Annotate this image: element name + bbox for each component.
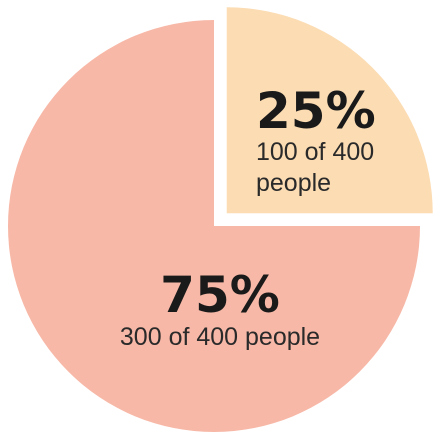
slice-minority-count-label: 100 of 400 <box>256 138 374 166</box>
slice-majority-percent-label: 75% <box>160 266 280 324</box>
slice-minority-percent-label: 25% <box>256 82 376 140</box>
slice-majority-count-label: 300 of 400 people <box>120 323 320 351</box>
pie-slice-majority <box>8 20 420 432</box>
pie-slice-minority <box>226 7 433 214</box>
slice-minority-count-label-line2: people <box>256 169 331 197</box>
